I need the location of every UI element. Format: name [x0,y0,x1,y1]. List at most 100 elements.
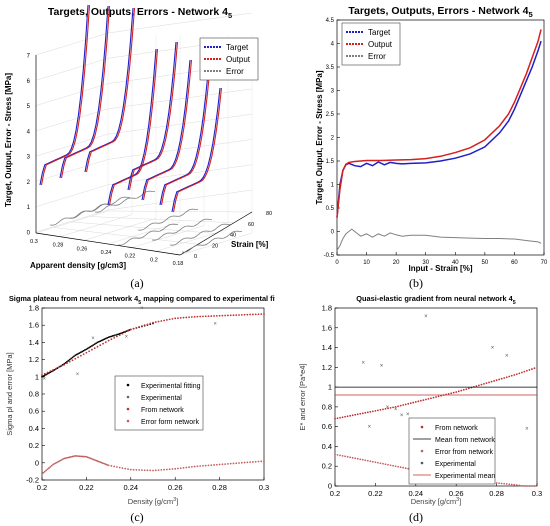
chart-d-point [495,482,498,484]
chart-d-point: × [424,314,428,320]
chart-c-point [43,372,46,375]
chart-a-grid-line [71,221,217,234]
chart-c-point [106,463,109,466]
chart-c-point [177,317,179,320]
chart-b-xlabel: Input - Strain [%] [409,264,473,273]
chart-c-point [110,465,113,467]
chart-d-point [399,466,402,469]
chart-d-point [364,459,367,462]
chart-c-point [204,315,207,318]
chart-a-ztick-label: 0 [27,231,31,237]
chart-d-series-experimental: ×××× ×× ××××× [362,314,530,433]
chart-c-point [252,313,254,316]
chart-c-point [104,341,107,344]
chart-d-point [409,402,412,405]
chart-d-point [419,399,422,402]
chart-c-point [60,365,63,367]
chart-a-strain-tick-label: 0 [194,254,197,260]
chart-a-grid-line [35,184,109,207]
chart-d-point [515,373,518,376]
chart-a-grid-line [35,108,109,132]
chart-c-point [64,457,67,460]
chart-c-point [246,313,249,316]
chart-c-point [88,346,91,349]
chart-d-point [369,460,372,463]
chart-d-ytick-label: 0.4 [322,442,332,451]
chart-b-ytick-label: 4.5 [326,18,335,24]
chart-c-point [50,370,53,373]
chart-c-point [254,313,257,316]
chart-a-target-curve [39,4,89,186]
chart-d-point [457,390,460,393]
chart-c-point [196,315,199,318]
chart-c-point [249,461,252,464]
caption-b: (b) [409,276,423,290]
chart-d-legend-swatch [420,425,424,429]
chart-d-point [407,402,410,405]
caption-a: (a) [130,276,144,290]
caption-d: (d) [409,510,423,524]
chart-c-point [118,334,121,336]
chart-b-ytick-label: 2 [331,136,335,142]
chart-d-point [414,401,417,403]
chart-d-point [447,393,450,395]
chart-d-point [498,378,501,381]
caption-c: (c) [130,510,144,524]
chart-a-error-curve [49,203,111,226]
chart-c-point [127,468,129,471]
chart-a-zlabel: Strain [%] [231,240,269,249]
chart-a-density-tick-label: 0.18 [173,261,184,267]
chart-d-point: × [368,425,372,431]
chart-d-point [505,483,508,485]
chart-c-point [71,356,74,359]
chart-b-ytick-label: -0.5 [324,253,335,259]
chart-d-point [488,381,490,384]
chart-a-target-curve [84,7,134,173]
chart-d-point: × [386,405,390,411]
chart-a-grid-line [35,159,109,182]
chart-c-point [82,455,85,458]
chart-c-point [66,456,68,459]
chart-a-grid-line [155,229,229,252]
chart-d-point [515,484,518,486]
chart-d-point [379,462,382,465]
chart-d-point [397,405,400,408]
chart-c-point [85,455,88,458]
chart-c-series-3 [41,455,265,475]
chart-c-point [116,466,118,468]
chart-a-grid-line [89,216,235,223]
chart-a-ztick-label: 7 [27,54,31,60]
chart-c-ylabel: Sigma pl and error [MPa] [5,352,14,435]
chart-c-point [109,335,111,338]
chart-d-point [384,407,387,410]
chart-c-point [154,321,157,323]
chart-c-point [210,464,213,467]
chart-c-point [66,360,68,363]
chart-b-ytick-label: 1 [331,183,335,189]
chart-c-point [84,455,86,458]
chart-d-point [382,462,384,465]
chart-d-ylabel: E* and error [Pa*e4] [298,363,307,430]
chart-c-legend-swatch [126,383,130,387]
chart-c-xtick-label: 0.24 [123,483,138,492]
chart-d-ytick-label: 0.2 [322,462,332,471]
chart-c-point: × [140,306,144,312]
chart-c-point [61,458,64,461]
chart-d-point [377,409,379,412]
chart-c-legend-label: Error form network [141,419,199,426]
chart-d-ytick-label: 0.6 [322,422,332,431]
chart-c-point [146,469,149,472]
chart-d-point [361,412,364,415]
chart-c-point [171,317,174,320]
chart-c-point [138,469,141,471]
chart-d-point [389,464,392,467]
chart-c-ytick-label: 1.6 [29,321,39,330]
chart-c-point [70,357,73,360]
chart-c-point [238,314,240,316]
chart-c-legend-box [114,375,204,431]
chart-d-point [510,483,513,486]
chart-c-point [193,465,196,468]
chart-c-point [78,352,81,354]
chart-d-point [435,396,437,398]
chart-a-output-curve [160,72,211,206]
